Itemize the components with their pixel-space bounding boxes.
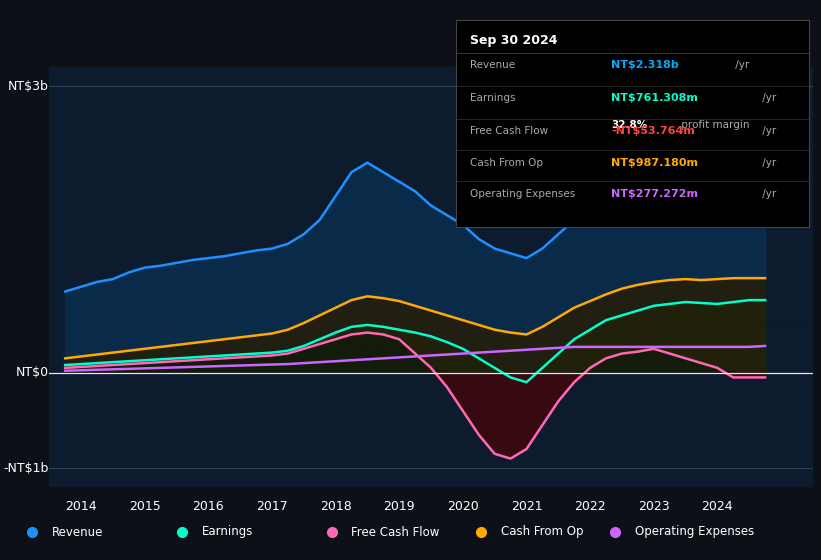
Text: Free Cash Flow: Free Cash Flow [351, 525, 440, 539]
Text: Operating Expenses: Operating Expenses [635, 525, 754, 539]
Text: NT$761.308m: NT$761.308m [611, 94, 698, 104]
Text: Earnings: Earnings [470, 94, 516, 104]
Text: Sep 30 2024: Sep 30 2024 [470, 34, 557, 47]
Text: /yr: /yr [759, 157, 776, 167]
Text: NT$0: NT$0 [16, 366, 48, 379]
Text: NT$987.180m: NT$987.180m [611, 157, 698, 167]
Text: /yr: /yr [759, 94, 776, 104]
Text: profit margin: profit margin [678, 120, 750, 130]
Text: 32.8%: 32.8% [611, 120, 647, 130]
Text: Revenue: Revenue [470, 60, 515, 70]
Text: -NT$53.764m: -NT$53.764m [611, 127, 695, 137]
Text: /yr: /yr [759, 189, 776, 199]
Text: Cash From Op: Cash From Op [470, 157, 543, 167]
Text: NT$2.318b: NT$2.318b [611, 60, 679, 70]
Text: NT$3b: NT$3b [7, 80, 48, 93]
Text: -NT$1b: -NT$1b [3, 461, 48, 475]
Text: Free Cash Flow: Free Cash Flow [470, 127, 548, 137]
Text: NT$277.272m: NT$277.272m [611, 189, 698, 199]
Text: /yr: /yr [759, 127, 776, 137]
Text: Earnings: Earnings [202, 525, 253, 539]
Text: Cash From Op: Cash From Op [501, 525, 584, 539]
Text: Operating Expenses: Operating Expenses [470, 189, 575, 199]
Text: /yr: /yr [732, 60, 749, 70]
Text: Revenue: Revenue [52, 525, 103, 539]
